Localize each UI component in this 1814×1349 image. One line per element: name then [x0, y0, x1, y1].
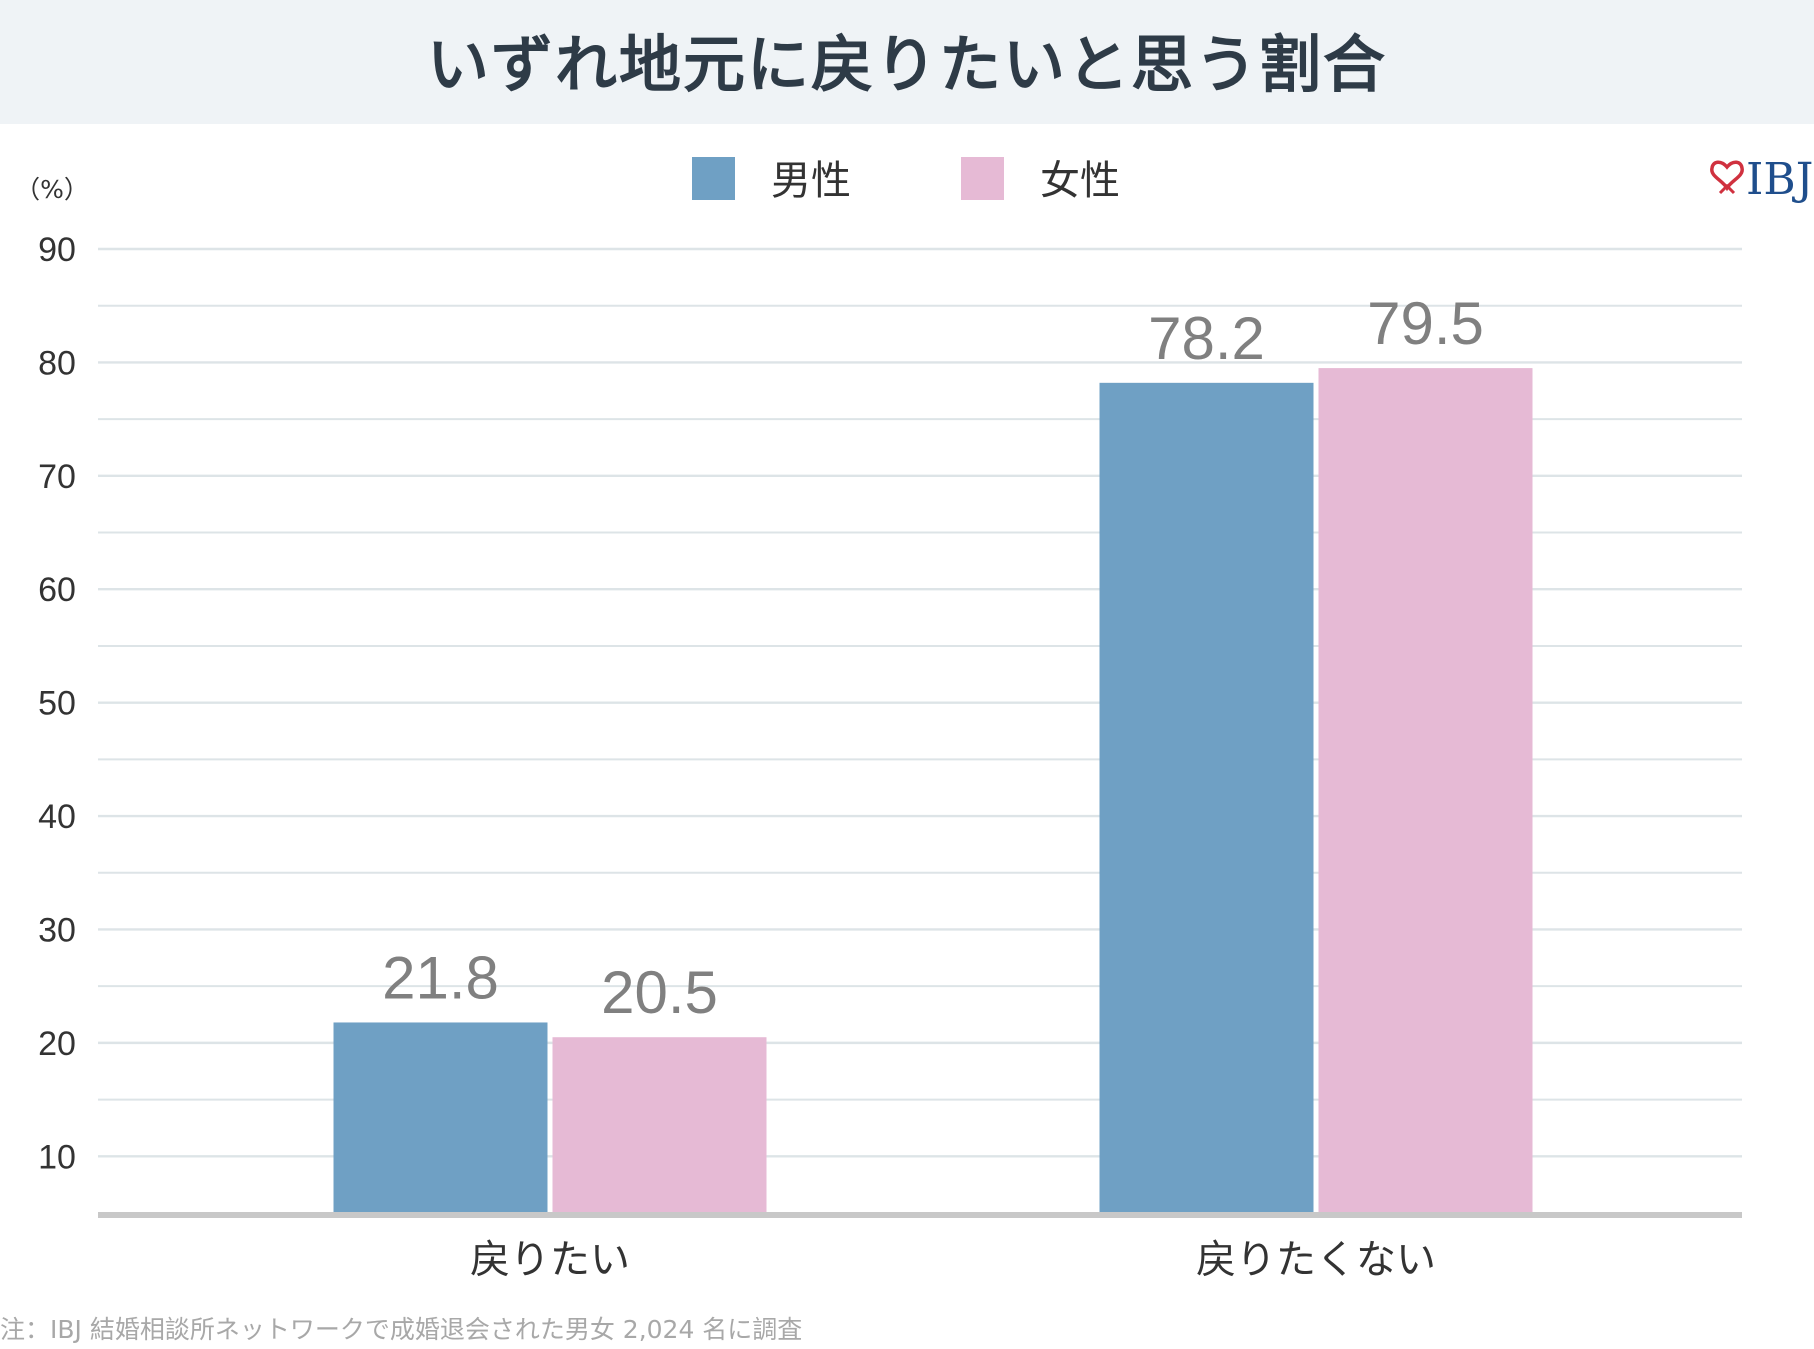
ibj-logo: IBJ	[1710, 154, 1813, 205]
legend-label: 女性	[1040, 158, 1120, 204]
y-tick-label: 30	[38, 911, 76, 949]
legend-swatch	[961, 157, 1004, 200]
legend-label: 男性	[771, 158, 851, 204]
legend-swatch	[692, 157, 735, 200]
y-axis-unit-label: （%）	[15, 175, 89, 204]
footnote: 注：IBJ 結婚相談所ネットワークで成婚退会された男女 2,024 名に調査	[0, 1315, 803, 1344]
logo-text: IBJ	[1746, 154, 1813, 205]
page-title: いずれ地元に戻りたいと思う割合	[426, 28, 1387, 101]
bar-female-2	[1318, 368, 1533, 1213]
category-label: 戻りたい	[470, 1237, 630, 1283]
bar-male-1	[333, 1022, 548, 1213]
y-tick-label: 10	[38, 1138, 76, 1176]
y-tick-label: 80	[38, 344, 76, 382]
y-tick-label: 40	[38, 798, 76, 836]
data-label: 78.2	[1148, 305, 1265, 372]
data-label: 21.8	[382, 944, 499, 1011]
title-bar	[0, 0, 1814, 124]
data-label: 20.5	[601, 959, 718, 1026]
y-tick-label: 20	[38, 1025, 76, 1063]
y-tick-label: 90	[38, 231, 76, 269]
y-tick-label: 70	[38, 458, 76, 496]
category-label: 戻りたくない	[1196, 1237, 1436, 1283]
bar-female-1	[552, 1037, 767, 1213]
data-label: 79.5	[1367, 290, 1484, 357]
heart-logo-tail	[1718, 183, 1736, 195]
bar-chart: 10 20 30 40 50 60 70 80 90 （%） 戻りたい 戻りたくない 21.8 20.5…	[15, 154, 1813, 1283]
y-tick-label: 50	[38, 685, 76, 723]
bar-male-2	[1099, 382, 1314, 1213]
heart-logo-icon	[1710, 160, 1744, 192]
y-tick-label: 60	[38, 571, 76, 609]
